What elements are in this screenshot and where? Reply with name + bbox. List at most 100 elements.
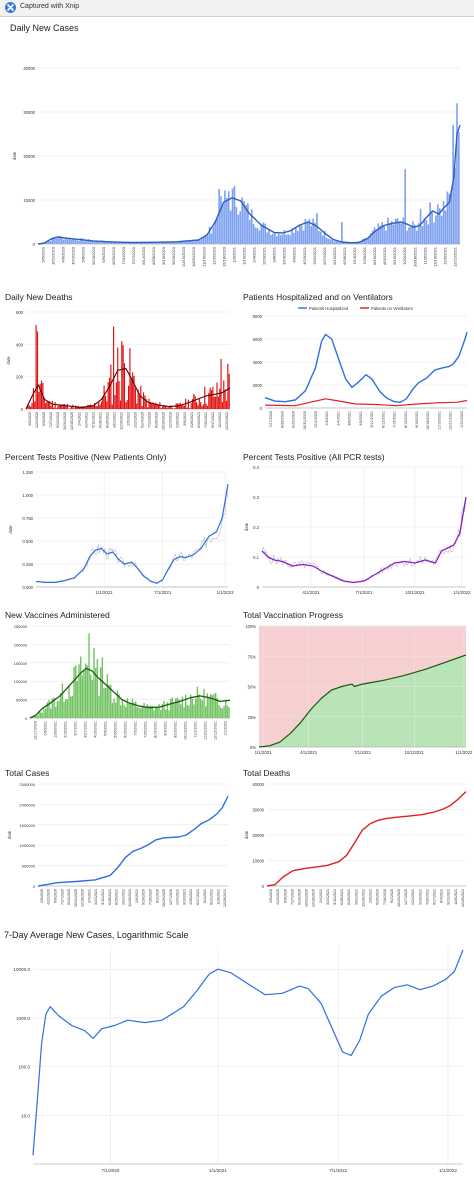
chart-title: New Vaccines Administered: [5, 610, 110, 620]
x-tick-label: 9/16/2021: [392, 246, 397, 265]
bar: [49, 241, 52, 244]
x-tick-label: 5/24/2020: [141, 412, 145, 428]
bar: [222, 205, 224, 244]
bar: [285, 234, 288, 244]
bar: [106, 674, 109, 718]
bar: [333, 241, 336, 244]
x-tick-label: 6/9/2020: [53, 889, 57, 903]
bar: [260, 224, 263, 244]
bar: [122, 345, 124, 409]
bar: [187, 240, 190, 244]
bar: [213, 693, 215, 718]
x-tick-label: 1/24/2021: [411, 889, 415, 905]
bar: [197, 405, 199, 409]
bar: [171, 407, 173, 409]
bar: [206, 405, 209, 409]
y-tick-label: 20000: [252, 833, 264, 838]
bar: [377, 223, 380, 244]
bar: [406, 230, 408, 244]
x-tick-label: 10/15/2020: [181, 246, 186, 267]
x-tick-label: 8/4/2021: [440, 889, 444, 903]
bar: [423, 218, 426, 244]
x-tick-label: 11/2/2021: [194, 721, 198, 738]
bar: [137, 242, 140, 244]
x-tick-label: 7/1/2021: [354, 750, 372, 755]
bar: [156, 707, 159, 718]
x-tick-label: 7/16/2020: [383, 889, 387, 905]
bar: [121, 699, 124, 718]
bar: [189, 240, 192, 244]
x-tick-label: 9/13/2020: [56, 412, 60, 428]
bar: [373, 227, 376, 244]
bar: [113, 698, 115, 718]
y-tick-label: 100000: [14, 679, 28, 684]
bar: [148, 398, 150, 409]
x-tick-label: 6/9/2020: [283, 889, 287, 903]
bar: [78, 664, 80, 718]
bar: [170, 405, 172, 409]
bar: [383, 226, 385, 244]
bar: [174, 242, 176, 244]
x-tick-label: 8/15/2021: [115, 889, 119, 905]
bar: [152, 402, 154, 409]
bar: [398, 222, 401, 244]
x-tick-label: 3/21/2020: [51, 246, 56, 265]
x-tick-label: 7/27/2020: [49, 412, 53, 428]
x-tick-label: 4/22/2020: [276, 889, 280, 905]
bar: [310, 225, 313, 244]
bar: [456, 103, 458, 244]
bar: [110, 242, 113, 244]
bar: [446, 191, 449, 244]
bar: [31, 403, 33, 409]
bar: [41, 712, 44, 718]
x-tick-label: 5/11/2021: [91, 412, 95, 428]
legend-label: Patients Hospitalized: [309, 306, 349, 311]
y-tick-label: 10000: [23, 198, 35, 203]
bar: [45, 708, 47, 718]
x-tick-label: 2/4/2021: [336, 411, 340, 426]
bar: [272, 233, 274, 244]
bar: [102, 397, 104, 409]
bar: [193, 393, 195, 409]
bar: [56, 701, 59, 718]
bar: [47, 402, 49, 409]
bar: [30, 406, 32, 409]
new-vaccines-chart: New Vaccines Administered 0 50000 100000 15…: [0, 608, 237, 763]
bar: [166, 407, 168, 409]
bar: [166, 702, 169, 718]
bar: [145, 399, 147, 409]
bar: [195, 240, 197, 244]
total-deaths-line: [266, 791, 467, 887]
bar: [99, 241, 102, 244]
x-tick-label: 10/31/2020: [305, 889, 309, 907]
x-tick-label: 9/16/2021: [415, 411, 419, 428]
y-tick-label: 4000: [253, 360, 263, 365]
bar: [442, 201, 445, 244]
bar: [170, 242, 172, 244]
bar: [51, 400, 53, 409]
bar: [138, 707, 140, 718]
bar: [201, 700, 204, 718]
bar: [110, 685, 112, 718]
chart-title: 7-Day Average New Cases, Logarithmic Sca…: [4, 930, 189, 940]
bar: [400, 223, 403, 244]
bar: [36, 331, 39, 409]
x-tick-label: 11/3/2021: [422, 246, 427, 264]
bar: [76, 406, 78, 409]
bar: [381, 222, 383, 244]
x-tick-label: 11/8/2021: [454, 889, 458, 905]
x-tick-label: 11/4/2021: [218, 412, 222, 428]
log-average-cases-chart: 7-Day Average New Cases, Logarithmic Sca…: [0, 928, 474, 1182]
bar: [214, 220, 217, 244]
x-tick-label: 12/21/2021: [452, 246, 457, 267]
x-tick-label: 4/1/2021: [300, 750, 318, 755]
bar: [223, 380, 225, 409]
bar: [93, 240, 96, 244]
bar: [415, 230, 418, 244]
y-tick-label: 500000: [22, 864, 36, 869]
x-tick-label: 7/14/2021: [352, 246, 357, 265]
bar: [448, 193, 451, 244]
percent-positive-line: [261, 496, 467, 584]
bar: [212, 386, 214, 409]
bar: [125, 402, 127, 409]
